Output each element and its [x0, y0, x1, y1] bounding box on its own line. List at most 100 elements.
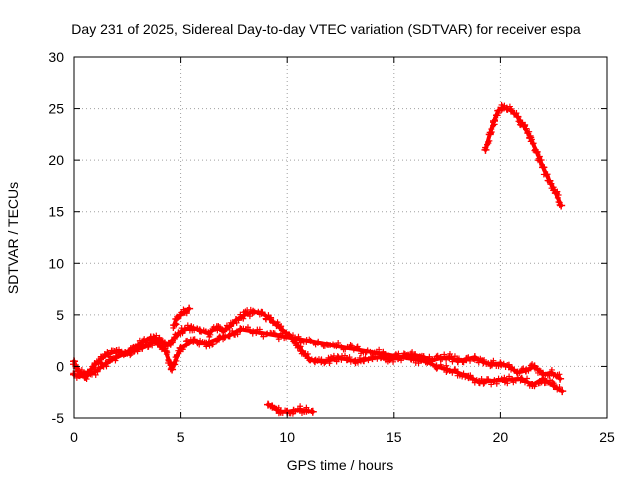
marker [449, 358, 456, 365]
marker [304, 350, 311, 357]
marker [151, 335, 158, 342]
marker [229, 328, 236, 335]
marker [342, 352, 349, 359]
axis-ticks: 0 5 10 15 20 25 -5 0 5 10 15 20 25 30 [48, 49, 615, 445]
marker [455, 355, 462, 362]
marker [515, 118, 522, 125]
marker [556, 386, 563, 393]
marker [291, 335, 298, 342]
series-short-low-track [264, 400, 317, 417]
marker [400, 350, 407, 357]
marker [330, 341, 337, 348]
data-point [112, 353, 121, 362]
x-tick-label: 15 [386, 429, 402, 445]
marker [488, 126, 495, 133]
marker [181, 327, 188, 334]
marker [250, 328, 257, 335]
marker [346, 354, 353, 361]
marker [460, 359, 467, 366]
marker [528, 136, 535, 143]
marker [78, 367, 85, 374]
marker [184, 322, 191, 329]
marker [278, 323, 285, 330]
marker [391, 352, 398, 359]
marker [218, 327, 225, 334]
marker [275, 336, 282, 343]
marker [506, 373, 513, 380]
marker [350, 346, 357, 353]
marker [97, 353, 104, 360]
marker [356, 354, 363, 361]
marker [225, 332, 232, 339]
marker [485, 360, 492, 367]
marker [434, 352, 441, 359]
marker [513, 110, 520, 117]
marker [520, 365, 527, 372]
marker [104, 360, 111, 367]
marker [533, 149, 540, 156]
marker [277, 330, 284, 337]
marker [516, 370, 523, 377]
marker [495, 107, 502, 114]
marker [539, 376, 546, 383]
marker [460, 370, 467, 377]
marker [175, 314, 182, 321]
marker [530, 140, 537, 147]
marker [237, 311, 244, 318]
x-tick-label: 25 [599, 429, 615, 445]
x-tick-label: 5 [177, 429, 185, 445]
marker [532, 381, 539, 388]
marker [527, 132, 534, 139]
marker [170, 324, 177, 331]
marker [213, 338, 220, 345]
marker [164, 343, 171, 350]
marker [203, 343, 210, 350]
data-point [487, 360, 496, 369]
marker [92, 371, 99, 378]
marker [452, 366, 459, 373]
marker [315, 338, 322, 345]
marker [451, 366, 458, 373]
marker [169, 339, 176, 346]
marker [149, 342, 156, 349]
x-axis-label: GPS time / hours [287, 457, 394, 473]
marker [491, 116, 498, 123]
plot-frame [73, 56, 608, 419]
marker [524, 375, 531, 382]
marker [260, 333, 267, 340]
marker [398, 354, 405, 361]
y-tick-label: 10 [48, 255, 64, 271]
marker [327, 354, 334, 361]
marker [104, 349, 111, 356]
marker [487, 363, 494, 370]
series-upper-loop [170, 304, 194, 331]
marker [184, 307, 191, 314]
marker [283, 334, 290, 341]
marker [97, 359, 104, 366]
series-lower-branch [70, 324, 567, 396]
marker [164, 349, 171, 356]
marker [301, 408, 308, 415]
marker [522, 368, 529, 375]
marker [490, 357, 497, 364]
marker [395, 350, 402, 357]
y-tick-label: 20 [48, 152, 64, 168]
marker [253, 329, 260, 336]
marker [354, 359, 361, 366]
marker [190, 324, 197, 331]
marker [294, 406, 301, 413]
marker [240, 315, 247, 322]
marker [194, 326, 201, 333]
marker [216, 333, 223, 340]
data-point [185, 304, 194, 313]
marker [554, 188, 561, 195]
marker [556, 371, 563, 378]
marker [470, 355, 477, 362]
marker [297, 403, 304, 410]
marker [374, 355, 381, 362]
marker [244, 324, 251, 331]
y-tick-label: -5 [52, 410, 65, 426]
marker [533, 146, 540, 153]
marker [271, 330, 278, 337]
